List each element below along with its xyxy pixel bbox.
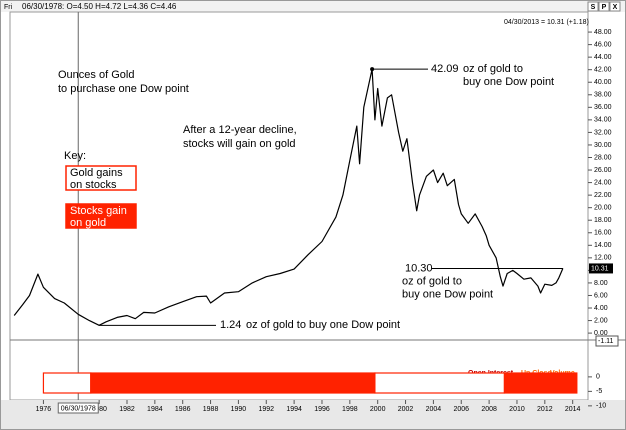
callout-value: 10.30 (405, 262, 433, 274)
x-axis-band (1, 400, 625, 429)
callout-text: buy one Dow point (402, 288, 493, 300)
crosshair-label: 06/30/1978 (61, 405, 96, 412)
y-tick-label: 38.00 (594, 92, 612, 99)
callout-text: oz of gold to (402, 275, 462, 287)
y-tick-label: 2.00 (594, 317, 608, 324)
y-tick-label: 0 (596, 374, 600, 381)
toolbar-button-label[interactable]: X (613, 4, 618, 11)
annotation: stocks will gain on gold (183, 138, 296, 150)
period-bar (503, 372, 578, 394)
callout-text: oz of gold to buy one Dow point (246, 319, 400, 331)
x-tick-label: 1998 (342, 406, 358, 413)
x-tick-label: 2010 (509, 406, 525, 413)
x-tick-label: 1990 (231, 406, 247, 413)
y-tick-label: 6.00 (594, 292, 608, 299)
period-bar (90, 372, 376, 394)
y-tick-label: 20.00 (594, 205, 612, 212)
x-tick-label: 2008 (481, 406, 497, 413)
lower-last-box (595, 335, 619, 347)
x-tick-label: 1994 (286, 406, 302, 413)
y-tick-label: 26.00 (594, 167, 612, 174)
y-tick-label: 0.00 (594, 330, 608, 337)
y-tick-label: 48.00 (594, 29, 612, 36)
toolbar-day: Fri (4, 4, 13, 11)
x-tick-label: 2004 (426, 406, 442, 413)
x-tick-label: 2000 (370, 406, 386, 413)
last-value-label: 10.31 (591, 265, 609, 272)
callout-text: oz of gold to (463, 63, 523, 75)
period-bar (42, 372, 92, 394)
x-tick-label: 1980 (91, 406, 107, 413)
y-tick-label: 16.00 (594, 230, 612, 237)
y-tick-label: 36.00 (594, 104, 612, 111)
key-swatch (65, 203, 137, 229)
last-label: 04/30/2013 = 10.31 (+1.18) (504, 19, 589, 26)
x-tick-label: 1982 (119, 406, 135, 413)
x-tick-label: 1986 (175, 406, 191, 413)
last-value-box (589, 263, 613, 274)
y-tick-label: 18.00 (594, 217, 612, 224)
period-bar (374, 372, 506, 394)
key-label: on gold (70, 217, 106, 229)
y-tick-label: 44.00 (594, 54, 612, 61)
x-tick-label: 1996 (314, 406, 330, 413)
key-title: Key: (64, 150, 86, 162)
y-tick-label: 34.00 (594, 117, 612, 124)
x-tick-label: 1976 (36, 406, 52, 413)
y-tick-label: 32.00 (594, 129, 612, 136)
x-tick-label: 1992 (258, 406, 274, 413)
y-tick-label: 24.00 (594, 179, 612, 186)
key-label: on stocks (70, 179, 117, 191)
x-tick-label: 2014 (565, 406, 581, 413)
y-tick-label: 22.00 (594, 192, 612, 199)
toolbar-quote: 06/30/1978: O=4.50 H=4.72 L=4.36 C=4.46 (22, 2, 177, 11)
toolbar-button[interactable] (609, 1, 621, 12)
toolbar (1, 1, 625, 12)
y-tick-label: 30.00 (594, 142, 612, 149)
x-tick-label: 2006 (453, 406, 469, 413)
x-tick-label: 1984 (147, 406, 163, 413)
x-tick-label: 2012 (537, 406, 553, 413)
key-swatch (65, 165, 137, 191)
y-tick-label: 8.00 (594, 280, 608, 287)
y-tick-label: 40.00 (594, 79, 612, 86)
toolbar-button[interactable] (598, 1, 610, 12)
y-tick-label: 28.00 (594, 154, 612, 161)
y-tick-label: 14.00 (594, 242, 612, 249)
crosshair-label-box (57, 402, 99, 414)
key-label: Stocks gain (70, 205, 127, 217)
toolbar-button-label[interactable]: S (591, 4, 596, 11)
toolbar-button-label[interactable]: P (602, 4, 607, 11)
y-tick-label: -10 (596, 403, 606, 410)
y-tick-label: 46.00 (594, 41, 612, 48)
price-line (13, 68, 564, 326)
annotation: Ounces of Gold (58, 69, 134, 81)
y-tick-label: 12.00 (594, 255, 612, 262)
y-tick-label: 4.00 (594, 305, 608, 312)
callout-value: 1.24 (220, 319, 241, 331)
callout-text: buy one Dow point (463, 76, 554, 88)
annotation: to purchase one Dow point (58, 83, 189, 95)
y-tick-label: -5 (596, 388, 602, 395)
y-tick-label: 42.00 (594, 67, 612, 74)
annotation: After a 12-year decline, (183, 124, 297, 136)
lower-last-label: -1.11 (598, 338, 614, 345)
callout-value: 42.09 (431, 63, 459, 75)
x-tick-label: 1988 (203, 406, 219, 413)
x-tick-label: 2002 (398, 406, 414, 413)
toolbar-button[interactable] (587, 1, 599, 12)
key-label: Gold gains (70, 167, 123, 179)
